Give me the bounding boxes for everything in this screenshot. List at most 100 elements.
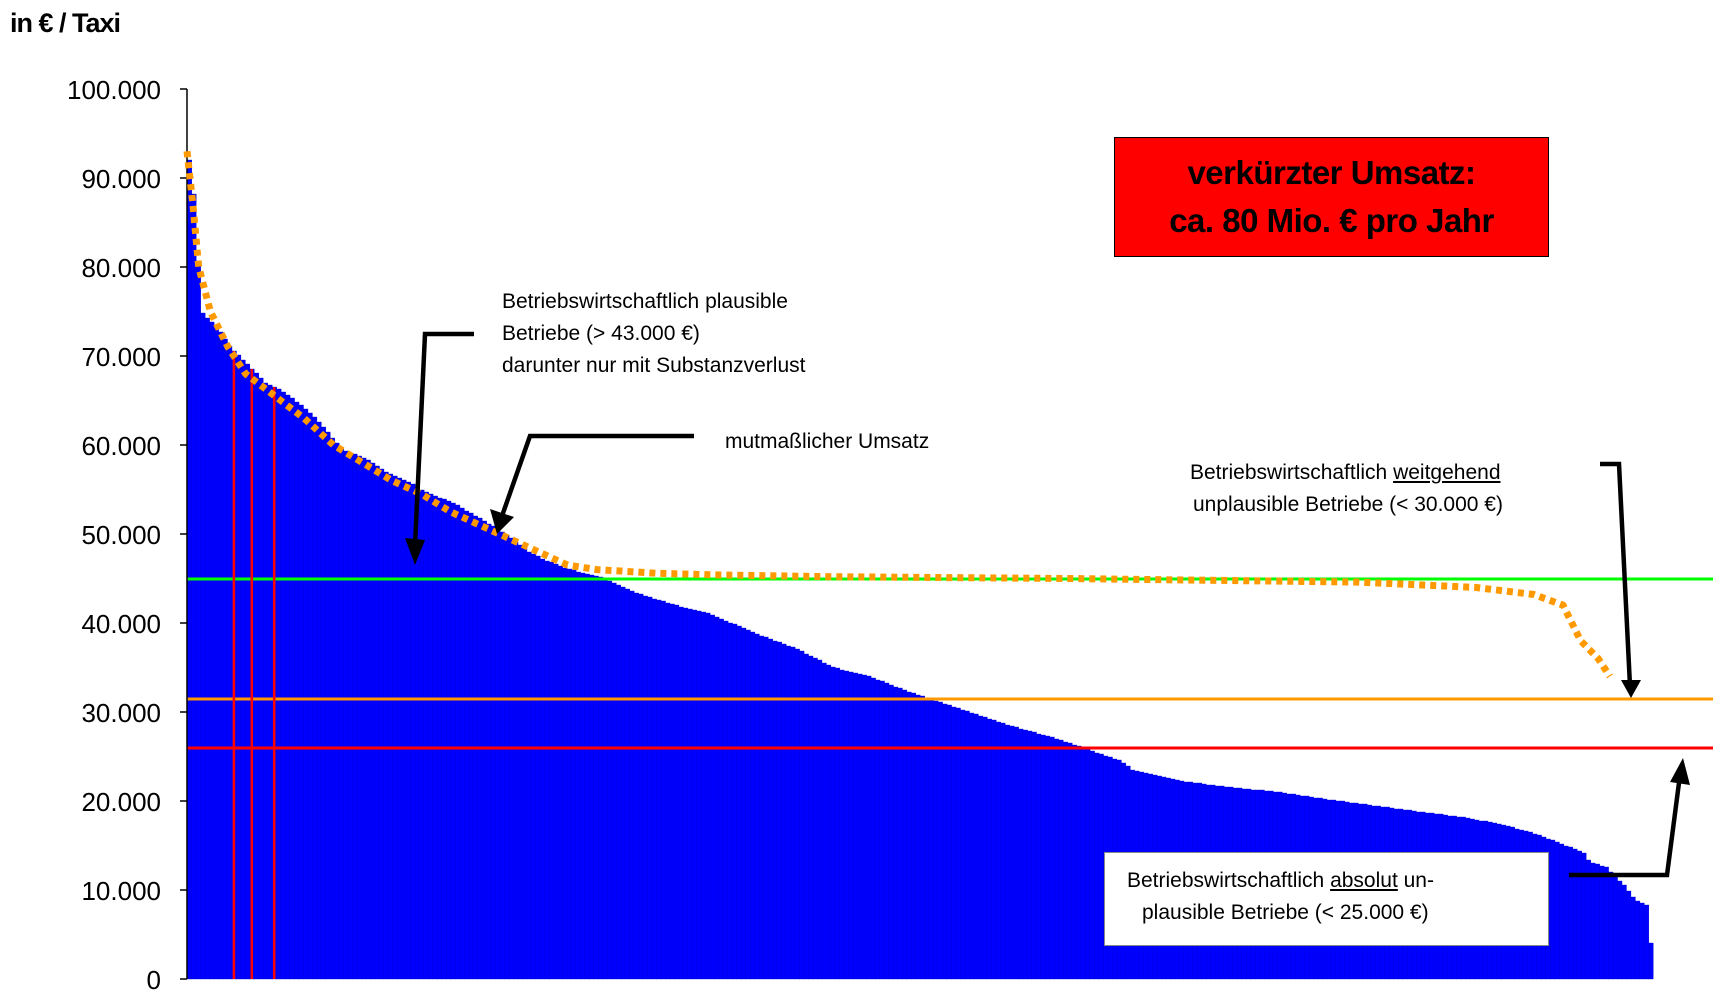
bar [848,671,854,980]
bar [566,568,572,980]
bar [651,598,657,980]
bar [919,695,925,980]
bar [580,572,586,980]
absolutely-implausible-line1-pre: Betriebswirtschaftlich [1127,869,1331,892]
annotation-arrows [405,331,1690,878]
bar [1044,735,1051,980]
bar [320,426,327,980]
bar [1062,741,1068,980]
bar [441,498,447,980]
bar [843,670,849,980]
bar [343,450,349,980]
bar [629,590,635,980]
absolutely-implausible-line1: Betriebswirtschaftlich absolut un- [1127,865,1434,897]
bar [723,620,729,980]
absolutely-implausible-box [1104,852,1549,946]
bar [893,686,899,980]
bar [548,561,554,980]
bar [584,573,590,980]
bar [526,551,532,980]
bar [803,653,809,980]
largely-implausible-line2: unplausible Betriebe (< 30.000 €) [1193,493,1503,516]
bar [977,715,984,980]
bar [1608,871,1614,980]
bar [1089,750,1095,980]
y-tick-label: 60.000 [81,431,161,461]
bar [986,718,992,980]
bar [1000,722,1006,980]
bar [674,604,680,980]
bar [227,345,233,980]
bar [669,603,675,980]
estimated-revenue-annotation: mutmaßlicher Umsatz [725,430,930,453]
bar [1009,725,1015,980]
bar [535,555,541,980]
bar [253,372,259,980]
bar [933,700,939,980]
bar [852,672,858,980]
bar [888,684,894,980]
bar [1036,733,1042,980]
bar [267,384,273,980]
bar [553,563,559,980]
bar [1617,880,1623,980]
y-tick-label: 50.000 [81,520,161,550]
bar [839,669,845,980]
bar [513,541,519,980]
bar [1085,748,1091,980]
bar [235,354,242,980]
bar [1004,724,1010,980]
bar [606,580,613,980]
bar [749,631,756,980]
bar [776,641,782,980]
absolutely-implausible-arrow [1569,774,1683,878]
bar [1599,865,1605,980]
bar [258,377,264,980]
shortened-revenue-line2: ca. 80 Mio. € pro Jahr [1169,202,1494,239]
bar [490,525,496,980]
bar [213,326,219,980]
bar [691,609,697,980]
bar [1634,900,1641,980]
bar [338,448,344,980]
bar [432,495,438,980]
bar [334,442,340,980]
bar [995,721,1001,980]
bar [244,363,251,980]
bar [915,694,921,980]
bar [937,701,943,980]
bar [1643,904,1650,980]
bar [785,645,791,980]
bar [285,394,291,980]
bar [781,643,787,980]
y-tick-label: 0 [147,965,161,991]
plausible-arrow-head [405,538,425,565]
bar [303,408,309,980]
bar [428,493,434,980]
bar [593,575,599,980]
bar [1603,866,1609,980]
bar [901,689,908,980]
bar [866,675,872,980]
bar [879,680,885,980]
bar [200,312,206,980]
bar [495,528,501,980]
largely-implausible-annotation: Betriebswirtschaftlich weitgehend unplau… [1190,457,1503,521]
bar [665,602,671,980]
bar [745,629,751,980]
bar [276,388,282,980]
y-tick-label: 80.000 [81,253,161,283]
bar [1554,841,1560,980]
bar [1076,745,1082,980]
y-axis: 0 10.000 20.000 30.000 40.000 50.000 60.000 70.… [67,75,188,991]
bar [530,553,537,980]
bar [924,697,930,980]
bar [446,500,452,980]
bar [562,567,568,980]
bar [1594,863,1600,980]
bar [1581,852,1587,980]
bar [1550,839,1556,980]
bar [504,534,510,980]
bar [991,719,997,980]
bar [544,560,550,980]
